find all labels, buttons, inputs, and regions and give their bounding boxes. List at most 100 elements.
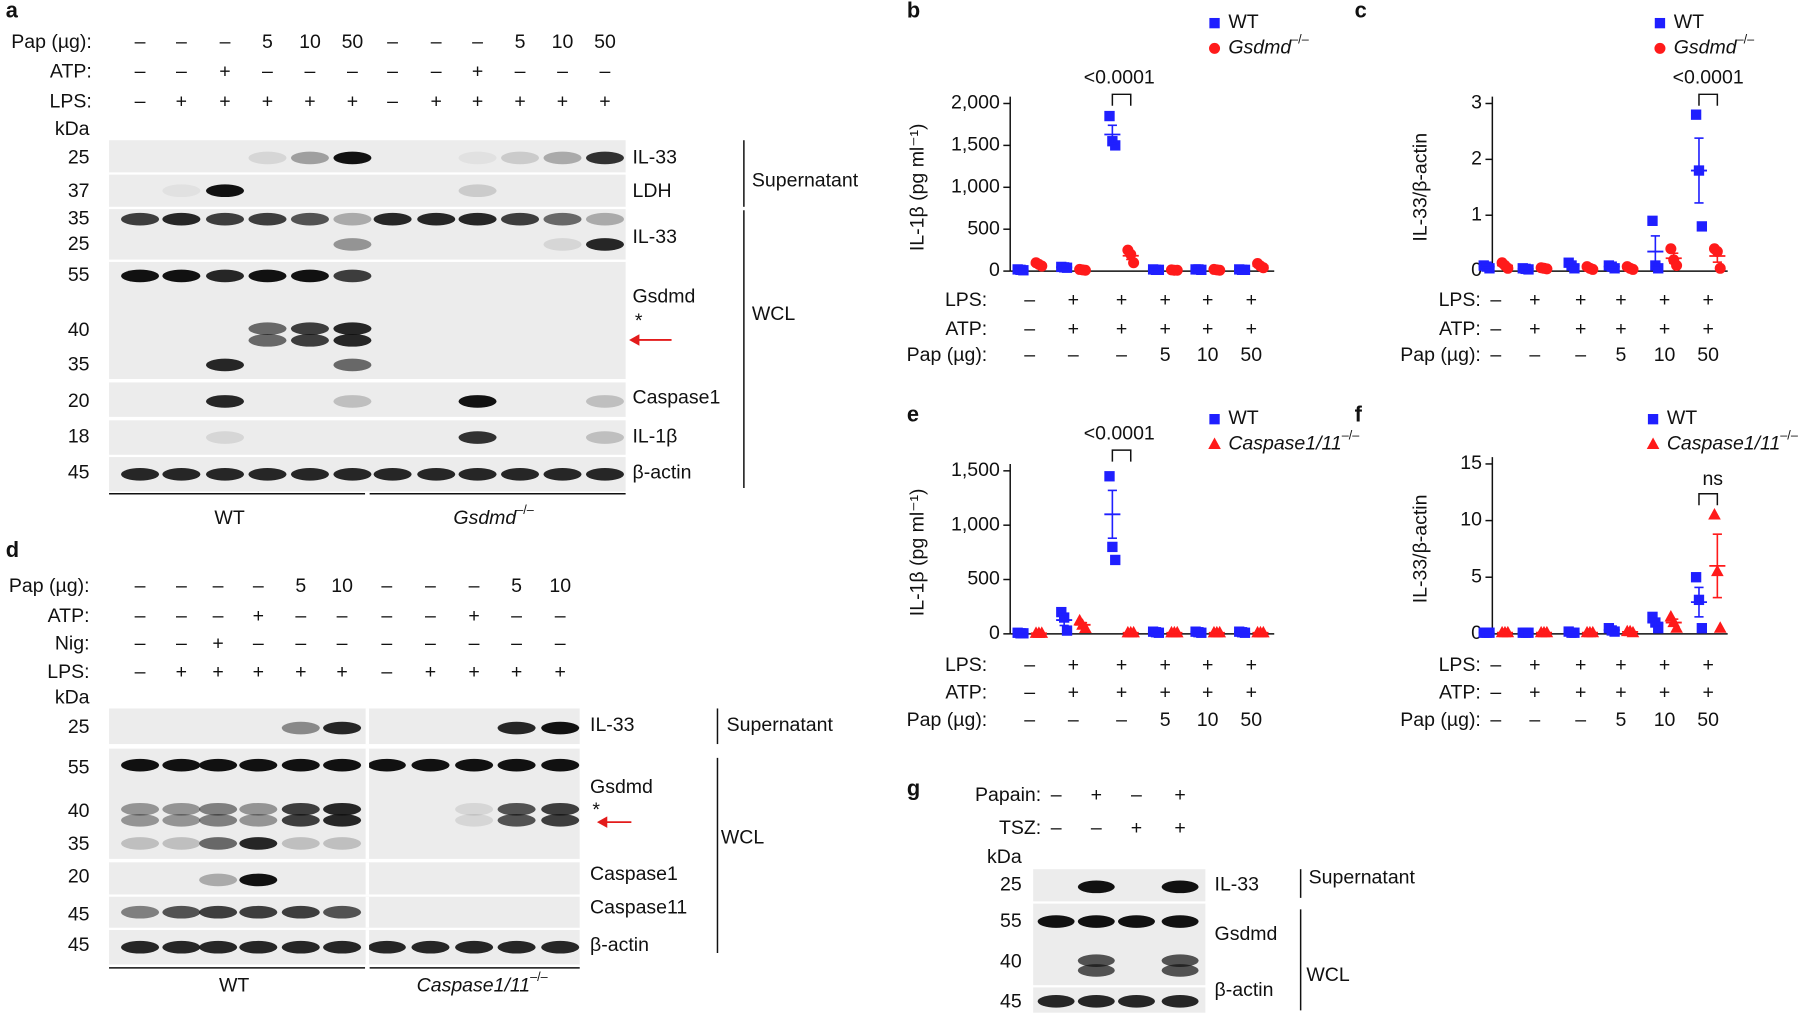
data-point (1714, 262, 1726, 274)
panel-label: f (1355, 402, 1363, 427)
y-tick-label: 10 (1460, 509, 1482, 531)
band (199, 837, 238, 850)
condition-value: + (1615, 289, 1626, 311)
kda-marker: 40 (68, 319, 90, 341)
condition-label: LPS: (50, 91, 92, 113)
protein-label: IL-33 (1215, 873, 1259, 895)
band (121, 940, 160, 954)
condition-value: + (1659, 682, 1670, 704)
band (239, 758, 278, 772)
condition-value: + (219, 61, 230, 83)
band (541, 721, 580, 735)
band (585, 431, 624, 444)
y-tick-label: 0 (1471, 259, 1482, 281)
panel-label: d (6, 537, 19, 562)
y-axis-label: IL-33/β-actin (1409, 133, 1431, 242)
y-tick-label: 0 (989, 622, 1000, 644)
band (497, 758, 536, 772)
condition-value: – (135, 31, 146, 53)
band (162, 837, 201, 850)
band (290, 269, 329, 283)
condition-value: – (1051, 784, 1062, 806)
band (1077, 954, 1115, 967)
condition-value: – (1024, 654, 1035, 676)
data-point (1696, 221, 1708, 232)
band (281, 940, 320, 954)
legend-label-main: Gsdmd (1674, 37, 1738, 59)
kda-marker: 40 (68, 800, 90, 822)
band (239, 940, 278, 954)
data-point (1056, 606, 1067, 618)
panel-label: b (907, 0, 920, 22)
condition-value: – (1490, 318, 1501, 340)
condition-value: 5 (1160, 344, 1171, 366)
panel-label: a (6, 0, 19, 22)
legend-marker (1654, 42, 1666, 54)
condition-value: – (515, 61, 526, 83)
condition-value: – (1051, 817, 1062, 839)
condition-label: ATP: (945, 318, 987, 340)
condition-value: + (1529, 654, 1540, 676)
legend-label-main: WT (1674, 11, 1704, 33)
condition-value: + (1174, 817, 1185, 839)
legend-marker (1208, 437, 1221, 450)
condition-value: + (1068, 318, 1079, 340)
band (455, 940, 494, 954)
condition-value: + (1659, 289, 1670, 311)
kda-marker: 55 (68, 264, 90, 286)
condition-value: – (387, 31, 398, 53)
data-point (1647, 611, 1658, 623)
condition-label: ATP: (945, 682, 987, 704)
condition-value: + (468, 661, 479, 683)
condition-value: 5 (262, 31, 273, 53)
y-tick-label: 1,000 (951, 175, 1000, 197)
condition-value: – (469, 632, 480, 654)
condition-label: LPS: (945, 654, 987, 676)
condition-value: – (1490, 654, 1501, 676)
protein-label: IL-33 (633, 147, 677, 169)
legend-marker (1209, 42, 1221, 54)
protein-label: β-actin (633, 461, 692, 483)
y-tick-label: 1,500 (951, 459, 1000, 481)
band (205, 358, 245, 372)
condition-value: – (431, 61, 442, 83)
significance-bracket (1698, 93, 1719, 106)
band (497, 940, 536, 954)
condition-label: ATP: (1439, 682, 1481, 704)
condition-value: + (336, 661, 347, 683)
band (205, 395, 245, 408)
condition-value: – (1068, 344, 1079, 366)
condition-value: – (253, 575, 264, 597)
band (323, 940, 362, 954)
condition-value: + (1116, 654, 1127, 676)
condition-value: – (425, 632, 436, 654)
condition-value: – (1024, 289, 1035, 311)
band (455, 758, 494, 772)
condition-value: + (511, 661, 522, 683)
protein-label: β-actin (1215, 979, 1274, 1001)
genotype-label: Gsdmd–/– (453, 503, 533, 529)
condition-value: 10 (552, 31, 574, 53)
condition-value: 50 (1240, 344, 1262, 366)
protein-label: IL-1β (633, 426, 678, 448)
condition-value: – (213, 575, 224, 597)
condition-value: – (135, 605, 146, 627)
band (239, 873, 278, 887)
condition-label: LPS: (1439, 289, 1481, 311)
condition-label: Pap (µg): (1400, 709, 1481, 731)
kda-marker: 55 (1000, 910, 1022, 932)
condition-value: + (1575, 318, 1586, 340)
condition-value: – (337, 632, 348, 654)
condition-value: 10 (1197, 344, 1219, 366)
band (541, 758, 580, 772)
legend-label: WT (1228, 407, 1258, 429)
band (585, 238, 624, 251)
blot-strip (109, 862, 580, 895)
asterisk: * (592, 799, 600, 821)
legend-label: Gsdmd–/– (1228, 33, 1308, 59)
condition-value: – (1490, 344, 1501, 366)
band (121, 802, 160, 816)
band (333, 358, 372, 372)
